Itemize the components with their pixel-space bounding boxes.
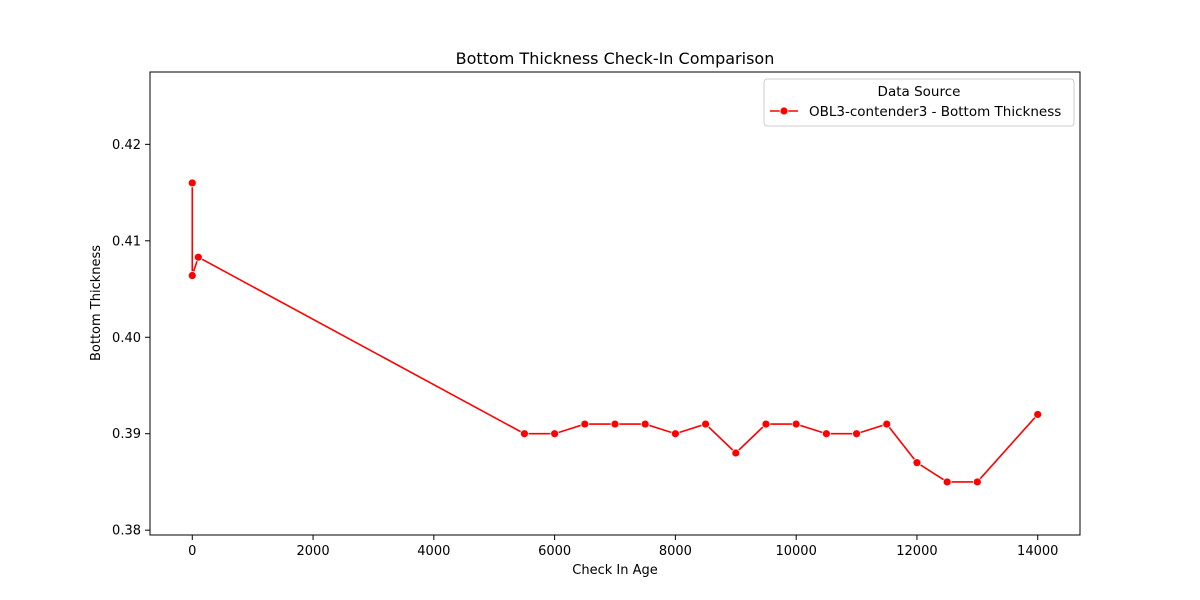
y-tick-label: 0.38	[112, 524, 141, 539]
legend-box	[763, 78, 1075, 127]
x-axis-label: Check In Age	[572, 563, 657, 578]
data-point	[852, 429, 861, 439]
data-point	[731, 448, 741, 458]
x-axis: 0 2000 4000 6000 8000 10000 12000 14000	[188, 535, 1058, 559]
data-point	[610, 419, 620, 429]
y-tick-label: 0.41	[112, 234, 141, 249]
x-tick-label: 8000	[659, 544, 692, 559]
y-tick-label: 0.39	[112, 427, 141, 442]
legend: Data Source OBL3-contender3 - Bottom Thic…	[763, 78, 1075, 127]
data-point	[882, 419, 892, 429]
x-tick-label: 2000	[297, 544, 330, 559]
data-point	[520, 429, 529, 439]
data-point	[701, 419, 710, 429]
data-point	[550, 429, 560, 439]
data-point	[972, 477, 982, 487]
y-tick-label: 0.42	[112, 138, 141, 153]
data-point	[193, 252, 203, 262]
x-tick-label: 14000	[1017, 544, 1058, 559]
data-point	[580, 419, 590, 429]
chart-title: Bottom Thickness Check-In Comparison	[456, 49, 775, 68]
legend-marker	[779, 106, 789, 116]
x-tick-label: 10000	[775, 544, 816, 559]
data-point	[942, 477, 952, 487]
data-point	[187, 271, 197, 280]
x-tick-label: 4000	[417, 544, 450, 559]
y-axis-label: Bottom Thickness	[89, 245, 104, 361]
legend-title: Data Source	[878, 84, 961, 100]
y-tick-label: 0.40	[112, 331, 141, 346]
x-tick-label: 12000	[896, 544, 937, 559]
plot-frame	[149, 71, 1081, 536]
data-point	[761, 419, 771, 429]
x-tick-label: 6000	[538, 544, 571, 559]
y-axis: 0.38 0.39 0.40 0.41 0.42	[112, 138, 150, 539]
data-point	[791, 419, 801, 429]
legend-entry: OBL3-contender3 - Bottom Thickness	[809, 104, 1061, 120]
data-point	[187, 178, 197, 188]
x-tick-label: 0	[188, 544, 196, 559]
data-point	[640, 419, 650, 429]
series-line	[191, 182, 1039, 483]
data-point	[1033, 410, 1043, 419]
data-point	[912, 458, 922, 468]
data-point	[821, 429, 831, 439]
plot-area	[149, 71, 1081, 536]
data-point	[670, 429, 680, 439]
